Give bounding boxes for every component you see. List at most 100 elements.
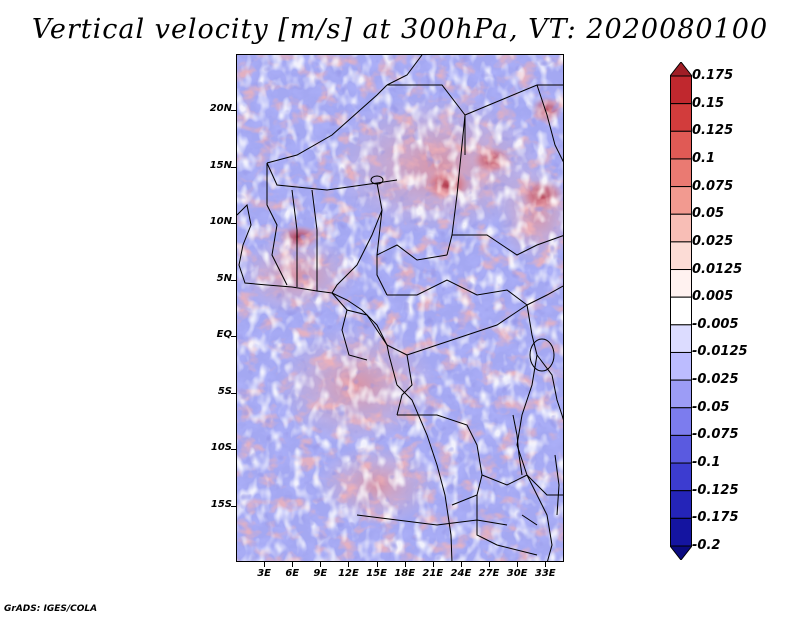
colorbar-label: -0.075 — [692, 427, 739, 443]
border-niger-libya — [387, 84, 466, 155]
colorbar-swatch — [670, 103, 692, 132]
country-borders — [237, 55, 563, 561]
border-car-south — [387, 279, 528, 306]
lon-tick-label: 18E — [394, 568, 416, 579]
chart-title: Vertical velocity [m/s] at 300hPa, VT: 2… — [31, 14, 769, 45]
lat-tick-mark — [231, 223, 236, 225]
colorbar-swatch — [670, 379, 692, 409]
border-niger-algeria — [386, 55, 423, 86]
lon-tick-mark — [404, 562, 406, 567]
coastline-gulf — [331, 292, 453, 561]
colorbar-swatch — [670, 75, 692, 105]
lon-tick-mark — [489, 562, 491, 567]
lat-tick-mark — [231, 279, 236, 281]
colorbar-swatch — [670, 517, 692, 547]
colorbar — [670, 62, 692, 560]
colorbar-label: 0.15 — [692, 95, 725, 111]
border-chad-car — [376, 244, 448, 261]
colorbar-swatch — [670, 158, 692, 188]
border-east-coast — [536, 354, 563, 421]
colorbar-swatch — [670, 269, 692, 298]
colorbar-label: -0.05 — [692, 399, 730, 415]
lat-tick-label: 10S — [210, 442, 232, 454]
border-drc-east — [516, 304, 538, 476]
border-mali-niger — [266, 84, 388, 164]
lat-tick-mark — [231, 392, 236, 394]
colorbar-swatch — [670, 462, 692, 492]
field-dark-noise — [237, 55, 563, 561]
colorbar-label: 0.05 — [692, 206, 725, 222]
lat-tick-mark — [231, 166, 236, 168]
colorbar-label: -0.025 — [692, 372, 739, 388]
colorbar-label: 0.025 — [692, 233, 734, 249]
border-south-angola — [476, 495, 538, 556]
colorbar-swatch — [670, 351, 692, 381]
colorbar-swatch — [670, 130, 692, 160]
colorbar-swatch — [670, 296, 692, 326]
lon-tick-label: 30E — [506, 568, 528, 579]
colorbar-swatch — [670, 213, 692, 243]
vertical-velocity-field — [237, 55, 563, 561]
colorbar-label: -0.0125 — [692, 344, 748, 360]
border-ne-ethiopia — [536, 84, 563, 163]
colorbar-top-arrow — [670, 62, 692, 77]
colorbar-swatch — [670, 186, 692, 215]
lat-tick-label: EQ — [216, 329, 232, 341]
lon-tick-mark — [545, 562, 547, 567]
border-gabon — [341, 309, 368, 361]
colorbar-label: 0.125 — [692, 123, 734, 139]
lake-malawi — [554, 454, 560, 516]
border-congo-gabon — [331, 292, 388, 346]
colorbar-label: -0.125 — [692, 482, 739, 498]
lat-tick-label: 5S — [217, 385, 232, 397]
credit-text: GrADS: IGES/COLA — [4, 604, 98, 614]
colorbar-label: -0.175 — [692, 510, 739, 526]
coastline-west — [237, 203, 333, 294]
colorbar-label: 0.005 — [692, 289, 734, 305]
lon-tick-label: 12E — [338, 568, 359, 579]
border-ghana-togo — [291, 189, 298, 287]
map-panel — [236, 54, 564, 562]
border-chad-sudan — [446, 114, 466, 256]
lon-tick-label: 33E — [534, 568, 556, 579]
lat-tick-label: 15S — [210, 498, 232, 510]
lat-tick-label: 20N — [209, 103, 232, 115]
border-niger-nigeria — [266, 162, 398, 191]
border-nigeria-cameroon — [331, 182, 383, 294]
colorbar-label: 0.175 — [692, 68, 734, 83]
lat-tick-mark — [231, 110, 236, 112]
lon-tick-label: 24E — [450, 568, 472, 579]
border-benin — [311, 189, 318, 291]
lakes — [370, 175, 560, 526]
border-ss-east — [526, 285, 563, 306]
lon-tick-mark — [264, 562, 266, 567]
colorbar-swatch — [670, 241, 692, 271]
lon-tick-mark — [320, 562, 322, 567]
border-drc-north — [406, 304, 528, 356]
lon-tick-mark — [517, 562, 519, 567]
lake-kariba — [521, 514, 538, 526]
lon-tick-mark — [292, 562, 294, 567]
lake-chad — [370, 175, 384, 185]
colorbar-label: 0.075 — [692, 178, 734, 194]
lon-tick-label: 9E — [313, 568, 328, 579]
border-cameroon-chad — [376, 209, 388, 296]
lon-tick-label: 21E — [422, 568, 444, 579]
colorbar-swatch — [670, 490, 692, 519]
lat-tick-mark — [231, 505, 236, 507]
colorbar-swatch — [670, 324, 692, 353]
colorbar-swatch — [670, 434, 692, 464]
border-lake-region — [526, 474, 553, 561]
border-sudan-ss — [452, 234, 563, 256]
lon-tick-label: 15E — [366, 568, 387, 579]
colorbar-label: 0.0125 — [692, 261, 743, 277]
lon-tick-mark — [348, 562, 350, 567]
border-namibia — [356, 514, 508, 526]
colorbar-swatch — [670, 407, 692, 436]
lake-victoria — [529, 338, 555, 372]
lat-tick-label: 10N — [209, 216, 232, 228]
lon-tick-mark — [376, 562, 378, 567]
colorbar-label: -0.2 — [692, 538, 721, 553]
colorbar-label: 0.1 — [692, 150, 716, 166]
colorbar-label: -0.1 — [692, 455, 721, 471]
